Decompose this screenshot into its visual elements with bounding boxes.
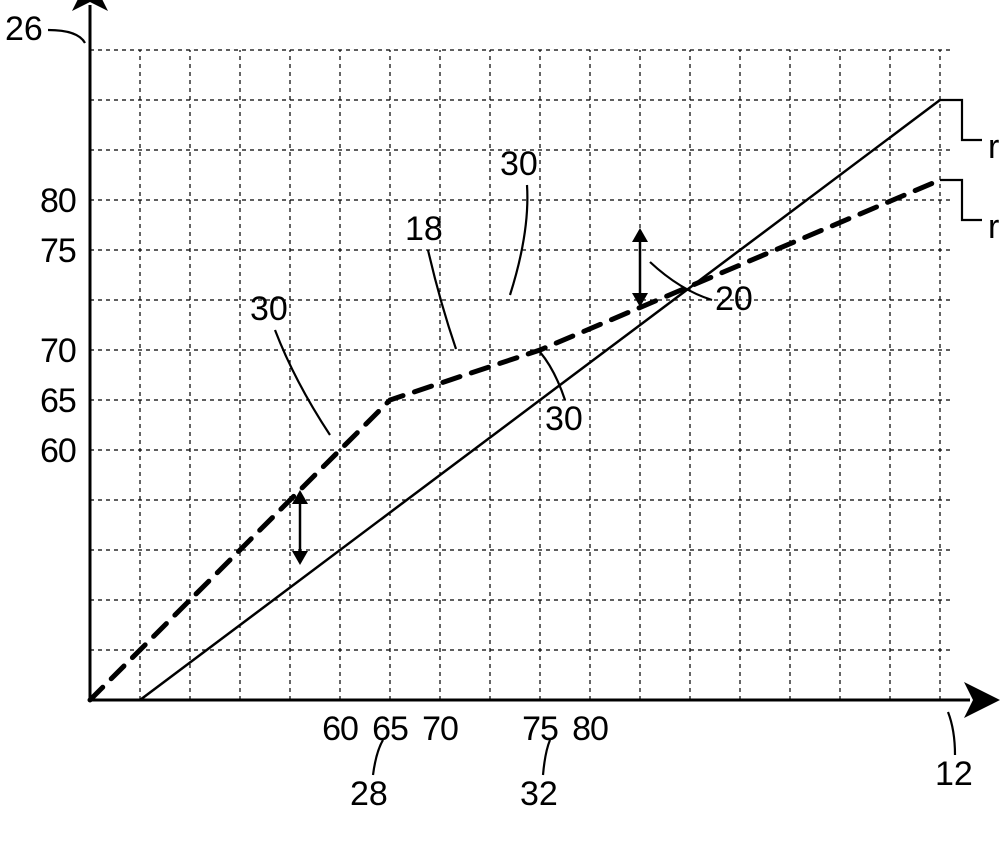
- callout-28: 28: [350, 775, 388, 813]
- r-label: r: [988, 208, 999, 246]
- y-tick-label: 60: [40, 432, 76, 470]
- x-tick-label: 80: [572, 710, 608, 748]
- y-tick-label: 70: [40, 332, 76, 370]
- leader-26: [48, 30, 85, 43]
- leader-30-mid: [540, 352, 565, 400]
- callout-12: 12: [935, 755, 973, 793]
- callout-30-top: 30: [500, 145, 538, 183]
- callout-32: 32: [520, 775, 558, 813]
- leader-12: [948, 712, 955, 755]
- leader-30-left: [275, 330, 330, 435]
- r-label: r: [988, 128, 999, 166]
- x-tick-label: 75: [522, 710, 558, 748]
- callout-30-mid: 30: [545, 400, 583, 438]
- y-tick-label: 80: [40, 182, 76, 220]
- callout-30-left: 30: [250, 290, 288, 328]
- callout-26: 26: [5, 10, 43, 48]
- dashed-piecewise-line: [90, 180, 940, 700]
- x-tick-label: 60: [322, 710, 358, 748]
- y-tick-label: 65: [40, 382, 76, 420]
- x-tick-labels: 60 65 70 75 80: [322, 710, 608, 748]
- callout-20: 20: [715, 280, 753, 318]
- vertical-gap-arrows: [292, 228, 648, 565]
- y-tick-label: 75: [40, 232, 76, 270]
- r-bracket-group: rr: [940, 100, 999, 246]
- leader-30-top: [510, 185, 527, 295]
- x-tick-label: 65: [372, 710, 408, 748]
- x-tick-label: 70: [422, 710, 458, 748]
- callout-18: 18: [405, 210, 443, 248]
- y-tick-labels: 60 65 70 75 80: [40, 182, 76, 470]
